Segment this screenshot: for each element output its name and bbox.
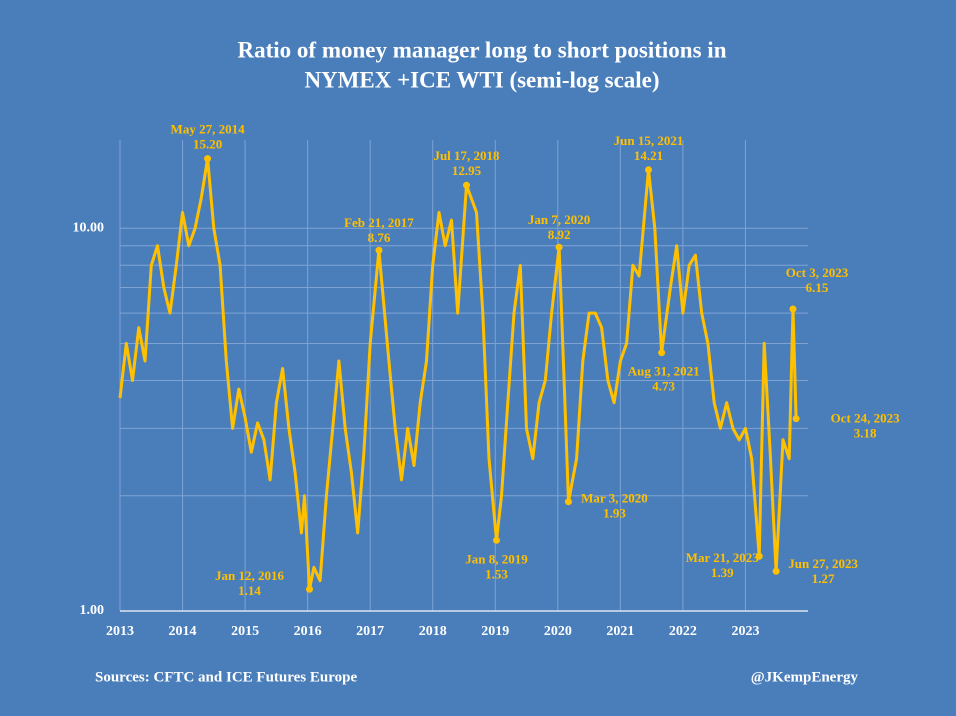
annotation-dot [792, 415, 800, 423]
annotation-value: 4.73 [652, 379, 675, 394]
annotation-value: 8.76 [368, 230, 391, 245]
y-tick-label: 1.00 [80, 603, 105, 618]
x-tick-label: 2014 [169, 624, 197, 639]
annotation-dot [204, 155, 212, 163]
annotation-dot [789, 305, 797, 313]
annotation-date: Jun 27, 2023 [788, 556, 858, 571]
annotation-date: Feb 21, 2017 [344, 215, 414, 230]
annotation-value: 1.14 [238, 583, 261, 598]
source-note: Sources: CFTC and ICE Futures Europe [95, 669, 357, 685]
annotation-dot [463, 181, 471, 189]
annotation-value: 15.20 [193, 137, 222, 152]
x-tick-label: 2015 [231, 624, 259, 639]
annotation-date: Jun 15, 2021 [614, 133, 684, 148]
y-tick-label: 10.00 [73, 220, 105, 235]
chart-title: NYMEX +ICE WTI (semi-log scale) [304, 67, 659, 92]
x-tick-label: 2018 [419, 624, 447, 639]
data-line [118, 157, 798, 591]
x-tick-label: 2020 [544, 624, 572, 639]
annotation-date: Mar 21, 2023 [686, 550, 760, 565]
annotation-dot [555, 243, 563, 251]
annotation-date: Mar 3, 2020 [581, 491, 648, 506]
annotation-dot [772, 567, 780, 575]
annotation-value: 8.92 [548, 227, 571, 242]
x-tick-label: 2016 [294, 624, 322, 639]
annotation-value: 6.15 [806, 280, 829, 295]
chart-title: Ratio of money manager long to short pos… [238, 37, 727, 62]
annotation-value: 3.18 [854, 426, 877, 441]
annotation-dot [375, 246, 383, 254]
annotation-date: Oct 3, 2023 [786, 265, 849, 280]
annotation-dot [645, 166, 653, 174]
annotation-dot [564, 498, 572, 506]
annotation-date: Jan 7, 2020 [528, 212, 590, 227]
annotation-dot [755, 552, 763, 560]
annotation-value: 14.21 [634, 148, 663, 163]
x-tick-label: 2021 [606, 624, 634, 639]
annotation-value: 1.53 [485, 566, 508, 581]
annotation-value: 1.39 [711, 565, 734, 580]
annotation-date: Jan 8, 2019 [465, 551, 528, 566]
x-tick-label: 2023 [731, 624, 759, 639]
x-tick-label: 2022 [669, 624, 697, 639]
annotation-value: 12.95 [452, 163, 482, 178]
x-tick-label: 2017 [356, 624, 384, 639]
annotation-dot [493, 536, 501, 544]
annotation-dot [306, 585, 314, 593]
credit: @JKempEnergy [751, 669, 859, 685]
x-tick-label: 2013 [106, 624, 134, 639]
annotation-date: Jan 12, 2016 [215, 568, 284, 583]
annotation-date: Jul 17, 2018 [433, 148, 500, 163]
annotation-date: May 27, 2014 [171, 122, 246, 137]
annotation-date: Aug 31, 2021 [628, 364, 700, 379]
annotation-value: 1.27 [812, 571, 835, 586]
annotation-dot [658, 349, 666, 357]
annotation-value: 1.93 [603, 506, 626, 521]
annotation-date: Oct 24, 2023 [831, 411, 900, 426]
x-tick-label: 2019 [481, 624, 509, 639]
